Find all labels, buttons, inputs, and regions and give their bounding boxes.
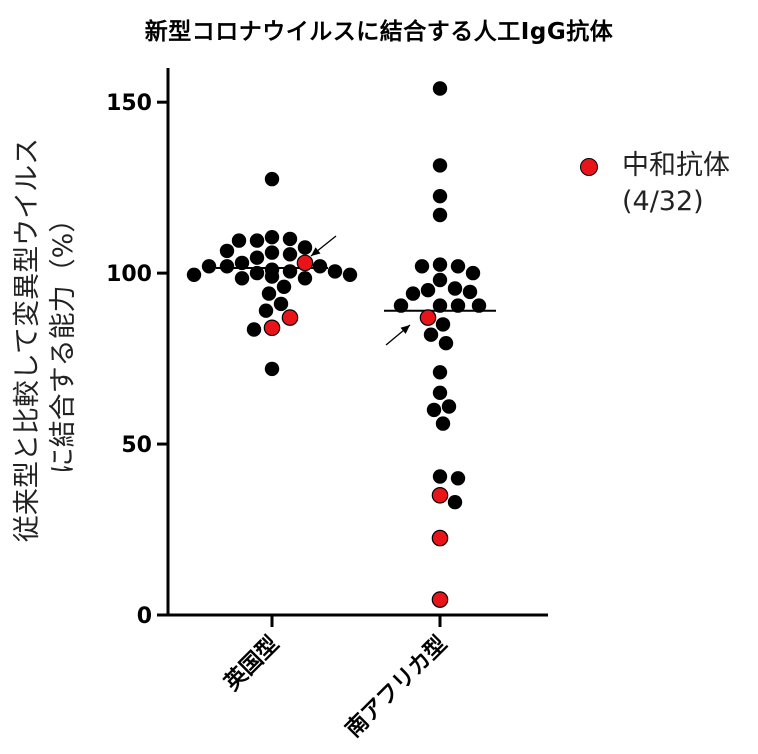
x-tick-label-0: 英国型 <box>220 632 284 696</box>
legend-count: (4/32) <box>622 186 704 217</box>
neutralizing-point-0-29 <box>296 254 314 272</box>
binding-point-1-0 <box>432 81 448 96</box>
binding-point-1-19 <box>438 336 454 351</box>
binding-point-1-15 <box>471 298 487 313</box>
neutralizing-point-1-28 <box>419 309 437 326</box>
binding-point-1-26 <box>450 471 466 486</box>
binding-point-0-18 <box>342 267 358 282</box>
binding-point-0-21 <box>234 271 250 286</box>
binding-point-1-17 <box>435 317 451 332</box>
binding-point-0-15 <box>282 264 298 279</box>
legend-neutralizing-marker <box>580 158 598 176</box>
binding-point-0-1 <box>264 230 280 245</box>
y-axis-label-line-1: 従来型と比較して変異型ウイルス <box>12 137 43 543</box>
binding-point-0-5 <box>297 240 313 255</box>
binding-point-1-10 <box>420 283 436 298</box>
neutralizing-point-0-31 <box>263 319 281 337</box>
binding-point-0-13 <box>201 259 217 274</box>
binding-point-0-25 <box>273 296 289 312</box>
neutralizing-point-1-30 <box>431 529 449 547</box>
binding-point-1-20 <box>432 365 448 380</box>
binding-point-1-21 <box>432 385 448 400</box>
neutralizing-point-1-29 <box>431 486 449 504</box>
binding-point-1-27 <box>447 495 463 510</box>
y-tick-label-100: 100 <box>106 262 152 287</box>
binding-point-0-2 <box>282 231 298 247</box>
binding-point-0-9 <box>249 250 265 265</box>
binding-point-1-14 <box>450 298 466 313</box>
legend: 中和抗体 (4/32) <box>580 148 730 220</box>
binding-point-1-18 <box>423 327 439 342</box>
binding-point-1-3 <box>432 207 448 223</box>
y-tick-label-50: 50 <box>121 433 152 458</box>
binding-point-0-3 <box>249 233 265 248</box>
legend-label: 中和抗体 <box>622 150 730 181</box>
binding-point-1-22 <box>441 399 457 414</box>
binding-point-1-16 <box>393 298 409 313</box>
binding-point-1-13 <box>432 298 448 313</box>
binding-point-1-9 <box>447 281 463 296</box>
binding-point-1-6 <box>414 259 430 274</box>
binding-point-0-26 <box>258 303 274 318</box>
binding-point-0-20 <box>264 269 280 284</box>
binding-point-1-7 <box>465 265 481 281</box>
binding-point-0-16 <box>327 264 343 279</box>
binding-point-0-0 <box>264 171 280 187</box>
binding-point-0-27 <box>264 361 280 377</box>
binding-point-1-5 <box>450 259 466 274</box>
binding-point-0-28 <box>246 322 262 337</box>
binding-point-0-19 <box>186 267 202 282</box>
binding-point-0-10 <box>234 255 250 271</box>
binding-point-1-12 <box>405 286 421 301</box>
y-axis-label-line-2: に結合する能力（%） <box>48 205 79 475</box>
binding-point-1-8 <box>432 272 448 288</box>
binding-point-1-2 <box>432 189 448 204</box>
y-tick-label-0: 0 <box>137 604 152 629</box>
binding-point-0-7 <box>264 245 280 260</box>
binding-point-1-25 <box>432 469 448 484</box>
y-axis-label: 従来型と比較して変異型ウイルス に結合する能力（%） <box>10 138 82 542</box>
x-tick-label-1: 南アフリカ型 <box>341 632 452 743</box>
binding-point-1-23 <box>426 402 442 418</box>
binding-point-1-11 <box>462 284 478 300</box>
binding-point-1-4 <box>432 257 448 272</box>
binding-point-0-6 <box>219 243 235 259</box>
binding-point-0-24 <box>261 286 277 301</box>
binding-point-1-1 <box>432 158 448 173</box>
binding-point-0-23 <box>276 279 292 294</box>
arrow-sa-head <box>400 325 410 334</box>
binding-point-0-8 <box>282 247 298 262</box>
binding-point-0-22 <box>297 271 313 286</box>
chart-title: 新型コロナウイルスに結合する人工IgG抗体 <box>144 19 614 45</box>
neutralizing-point-1-31 <box>431 591 449 608</box>
neutralizing-point-0-30 <box>281 309 299 326</box>
binding-point-0-12 <box>312 259 328 274</box>
y-tick-label-150: 150 <box>106 91 152 116</box>
binding-point-1-24 <box>435 416 451 431</box>
binding-point-0-11 <box>219 259 235 274</box>
binding-point-0-17 <box>249 265 265 281</box>
arrow-uk-head <box>311 247 321 256</box>
binding-point-0-4 <box>231 233 247 248</box>
